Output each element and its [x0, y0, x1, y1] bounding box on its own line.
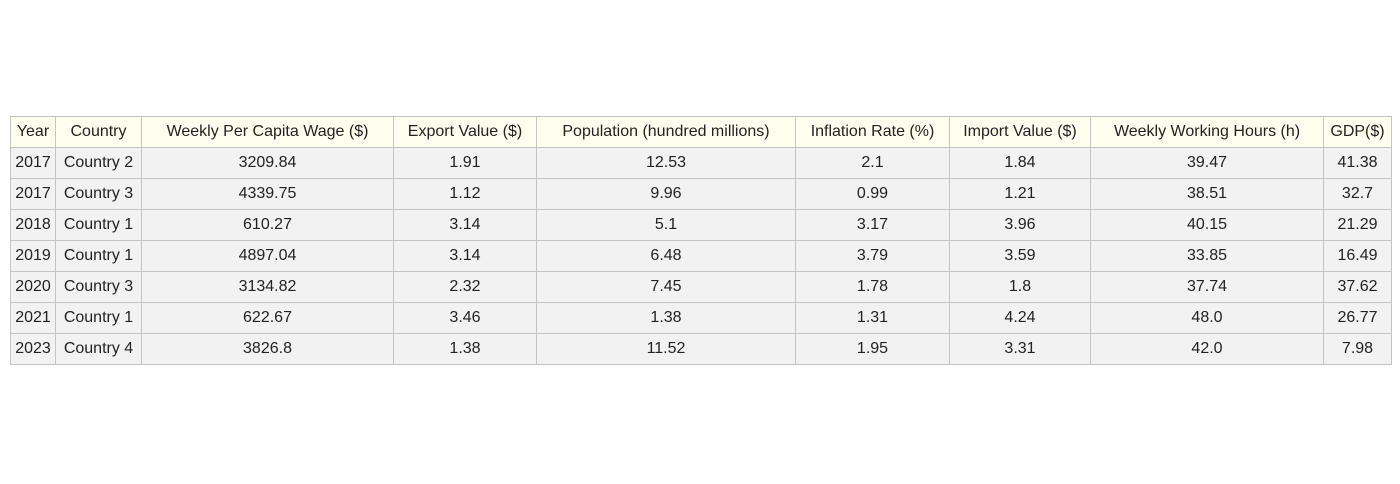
table-cell: 6.48	[536, 240, 796, 272]
table-cell: 3.96	[949, 209, 1091, 241]
table-cell: 2.1	[795, 147, 950, 179]
table-cell: 37.74	[1090, 271, 1324, 303]
table-cell: Country 1	[55, 240, 142, 272]
table-cell: 2018	[10, 209, 56, 241]
column-header: Import Value ($)	[949, 116, 1091, 148]
table-cell: 3.14	[393, 209, 537, 241]
table-cell: 40.15	[1090, 209, 1324, 241]
table-cell: 2019	[10, 240, 56, 272]
table-cell: 1.38	[393, 333, 537, 365]
table-cell: 38.51	[1090, 178, 1324, 210]
column-header: Country	[55, 116, 142, 148]
table-row: 2017 Country 2 3209.84 1.91 12.53 2.1 1.84 39.4…	[10, 147, 1392, 179]
table-cell: 4.24	[949, 302, 1091, 334]
table-row: 2020 Country 3 3134.82 2.32 7.45 1.78 1.8 37.74…	[10, 271, 1392, 303]
table-cell: 3.14	[393, 240, 537, 272]
table-cell: 3.46	[393, 302, 537, 334]
table-cell: Country 4	[55, 333, 142, 365]
table-cell: 1.78	[795, 271, 950, 303]
table-cell: 9.96	[536, 178, 796, 210]
table-row: 2021 Country 1 622.67 3.46 1.38 1.31 4.24 48.0 2…	[10, 302, 1392, 334]
column-header: Weekly Per Capita Wage ($)	[141, 116, 394, 148]
table-cell: 1.95	[795, 333, 950, 365]
header-row: Year Country Weekly Per Capita Wage ($) Exp…	[10, 116, 1392, 148]
table-cell: 42.0	[1090, 333, 1324, 365]
table-body: 2017 Country 2 3209.84 1.91 12.53 2.1 1.84 39.4…	[10, 147, 1392, 365]
table-cell: Country 3	[55, 271, 142, 303]
table-cell: Country 1	[55, 209, 142, 241]
table-cell: 0.99	[795, 178, 950, 210]
table-cell: 2017	[10, 147, 56, 179]
table-cell: 2020	[10, 271, 56, 303]
table-cell: 7.45	[536, 271, 796, 303]
table-cell: 12.53	[536, 147, 796, 179]
table-cell: 3134.82	[141, 271, 394, 303]
table-cell: 3.59	[949, 240, 1091, 272]
table-row: 2023 Country 4 3826.8 1.38 11.52 1.95 3.31 42.0…	[10, 333, 1392, 365]
table-cell: 1.12	[393, 178, 537, 210]
table-cell: 1.38	[536, 302, 796, 334]
table-row: 2017 Country 3 4339.75 1.12 9.96 0.99 1.21 38.5…	[10, 178, 1392, 210]
table-cell: 3209.84	[141, 147, 394, 179]
column-header: Population (hundred millions)	[536, 116, 796, 148]
table-cell: 622.67	[141, 302, 394, 334]
table-cell: 2017	[10, 178, 56, 210]
table-cell: 11.52	[536, 333, 796, 365]
column-header: Year	[10, 116, 56, 148]
table-cell: 2023	[10, 333, 56, 365]
table-cell: 3.79	[795, 240, 950, 272]
column-header: GDP($)	[1323, 116, 1392, 148]
table-cell: 610.27	[141, 209, 394, 241]
table-cell: 4339.75	[141, 178, 394, 210]
table-cell: 26.77	[1323, 302, 1392, 334]
column-header: Export Value ($)	[393, 116, 537, 148]
table-cell: 41.38	[1323, 147, 1392, 179]
table-cell: 3.31	[949, 333, 1091, 365]
table-cell: 5.1	[536, 209, 796, 241]
table-cell: Country 3	[55, 178, 142, 210]
table-cell: Country 1	[55, 302, 142, 334]
table-cell: 21.29	[1323, 209, 1392, 241]
table-cell: 2.32	[393, 271, 537, 303]
data-table: Year Country Weekly Per Capita Wage ($) Exp…	[10, 116, 1392, 365]
table-cell: 39.47	[1090, 147, 1324, 179]
table-cell: 37.62	[1323, 271, 1392, 303]
table-row: 2018 Country 1 610.27 3.14 5.1 3.17 3.96 40.15 2…	[10, 209, 1392, 241]
table-cell: 1.84	[949, 147, 1091, 179]
table-cell: 48.0	[1090, 302, 1324, 334]
table-cell: 2021	[10, 302, 56, 334]
table-cell: 4897.04	[141, 240, 394, 272]
table-cell: 3826.8	[141, 333, 394, 365]
table-cell: 33.85	[1090, 240, 1324, 272]
table-cell: Country 2	[55, 147, 142, 179]
table-cell: 16.49	[1323, 240, 1392, 272]
table-header: Year Country Weekly Per Capita Wage ($) Exp…	[10, 116, 1392, 148]
table-row: 2019 Country 1 4897.04 3.14 6.48 3.79 3.59 33.8…	[10, 240, 1392, 272]
column-header: Inflation Rate (%)	[795, 116, 950, 148]
table-cell: 1.91	[393, 147, 537, 179]
table-cell: 1.31	[795, 302, 950, 334]
table-cell: 7.98	[1323, 333, 1392, 365]
table-cell: 1.8	[949, 271, 1091, 303]
table-cell: 32.7	[1323, 178, 1392, 210]
table-cell: 1.21	[949, 178, 1091, 210]
table-cell: 3.17	[795, 209, 950, 241]
column-header: Weekly Working Hours (h)	[1090, 116, 1324, 148]
